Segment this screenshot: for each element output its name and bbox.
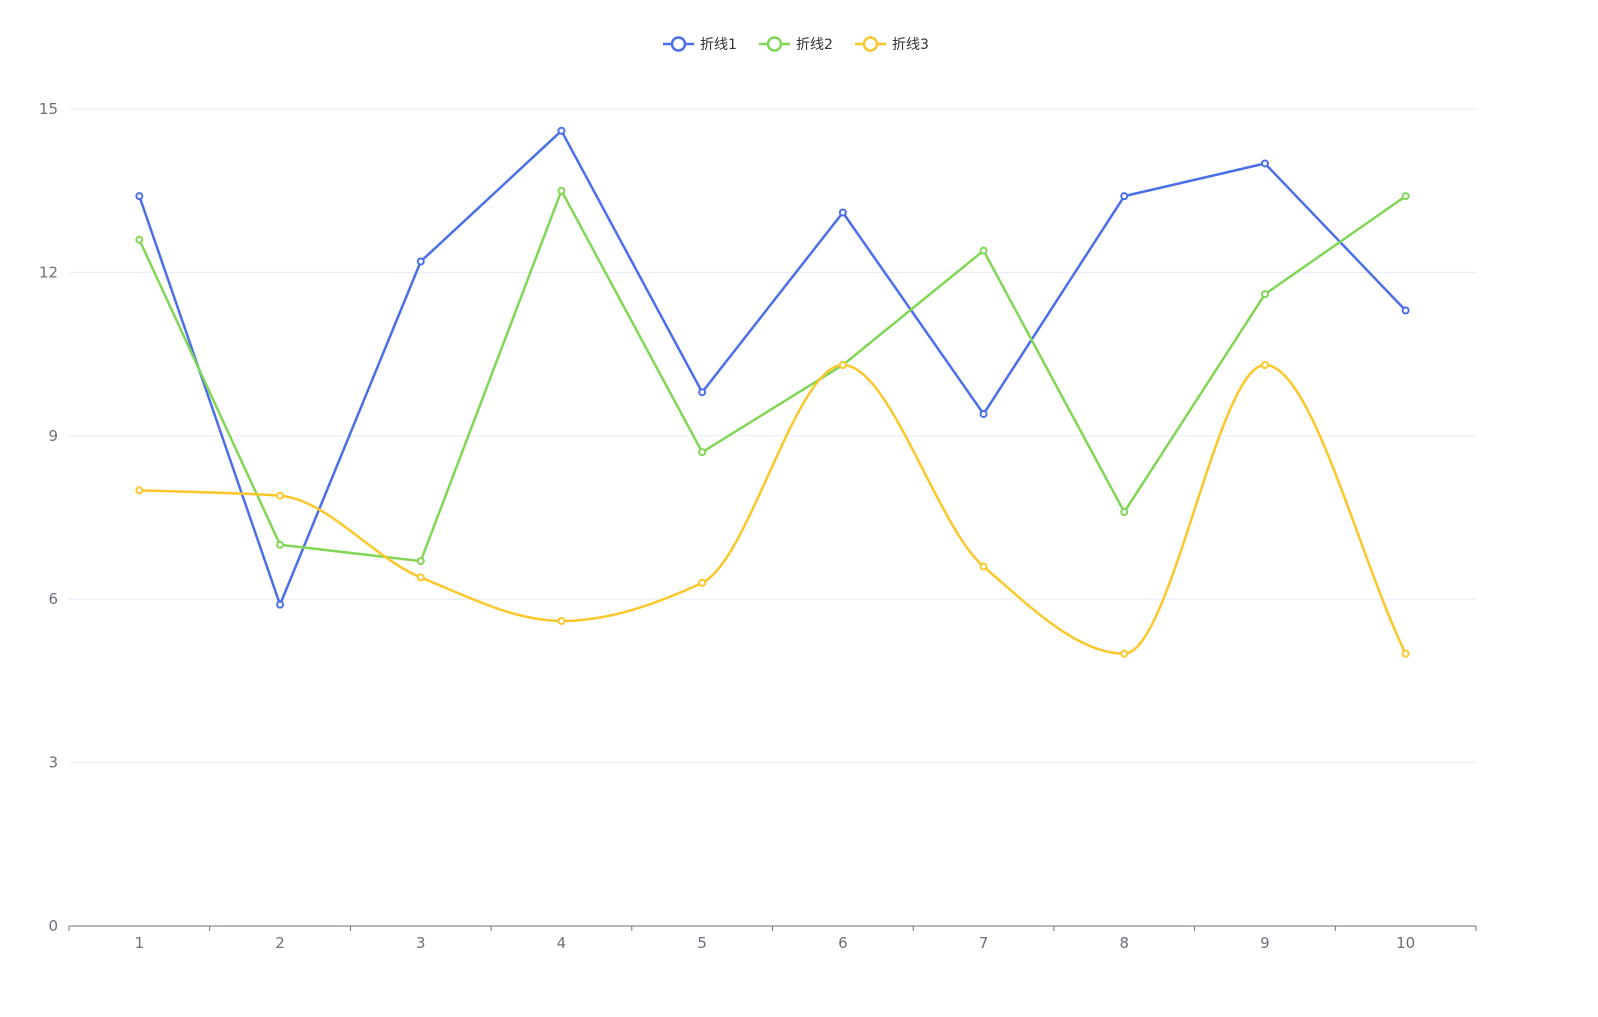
x-tick-label: 10: [1396, 934, 1415, 952]
legend-item[interactable]: 折线1: [663, 36, 737, 53]
data-point[interactable]: [1120, 508, 1129, 517]
data-point[interactable]: [1120, 192, 1129, 201]
data-point[interactable]: [979, 410, 988, 419]
legend-marker-icon: [670, 36, 687, 52]
y-tick-label: 12: [39, 263, 58, 281]
data-point[interactable]: [1401, 306, 1410, 315]
y-tick-label: 9: [48, 427, 58, 445]
data-point[interactable]: [135, 486, 144, 495]
legend-item[interactable]: 折线3: [855, 36, 929, 53]
series-1: [135, 126, 1410, 609]
legend-item[interactable]: 折线2: [759, 36, 833, 53]
x-tick-label: 1: [135, 934, 145, 952]
series-line: [138, 189, 1407, 563]
grid-layer: [69, 108, 1476, 764]
y-tick-label: 0: [48, 917, 58, 935]
legend-label: 折线3: [892, 37, 929, 53]
series-2: [135, 186, 1410, 566]
data-point[interactable]: [135, 192, 144, 201]
x-tick-label: 4: [557, 934, 567, 952]
data-point[interactable]: [979, 246, 988, 255]
data-point[interactable]: [416, 557, 425, 566]
data-point[interactable]: [698, 578, 707, 587]
data-point[interactable]: [557, 126, 566, 135]
data-point[interactable]: [1120, 649, 1129, 658]
legend-label: 折线1: [700, 37, 737, 53]
data-point[interactable]: [416, 257, 425, 266]
legend-marker-icon: [862, 36, 879, 52]
data-point[interactable]: [1260, 290, 1269, 299]
data-point[interactable]: [276, 540, 285, 549]
legend-marker-icon: [766, 36, 783, 52]
data-point[interactable]: [698, 388, 707, 397]
x-tick-label: 9: [1260, 934, 1270, 952]
series-3: [135, 360, 1410, 658]
data-point[interactable]: [1401, 192, 1410, 201]
data-point[interactable]: [135, 235, 144, 244]
data-point[interactable]: [979, 562, 988, 571]
data-point[interactable]: [557, 616, 566, 625]
data-point[interactable]: [276, 600, 285, 609]
x-tick-label: 7: [979, 934, 989, 952]
x-tick-label: 5: [697, 934, 707, 952]
data-point[interactable]: [1260, 159, 1269, 168]
series-line: [138, 129, 1407, 606]
data-point[interactable]: [838, 360, 847, 369]
legend-label: 折线2: [796, 37, 833, 53]
data-point[interactable]: [416, 573, 425, 582]
x-tick-label: 3: [416, 934, 426, 952]
x-tick-label: 6: [838, 934, 848, 952]
x-tick-label: 8: [1119, 934, 1129, 952]
data-point[interactable]: [1260, 360, 1269, 369]
series-layer: [135, 126, 1410, 658]
data-point[interactable]: [838, 208, 847, 217]
y-tick-label: 15: [39, 100, 58, 118]
y-tick-label: 3: [48, 754, 58, 772]
data-point[interactable]: [1401, 649, 1410, 658]
data-point[interactable]: [557, 186, 566, 195]
data-point[interactable]: [698, 448, 707, 457]
data-point[interactable]: [276, 491, 285, 500]
x-tick-label: 2: [275, 934, 285, 952]
y-tick-label: 6: [48, 590, 58, 608]
legend[interactable]: 折线1 折线2 折线3: [663, 36, 929, 53]
